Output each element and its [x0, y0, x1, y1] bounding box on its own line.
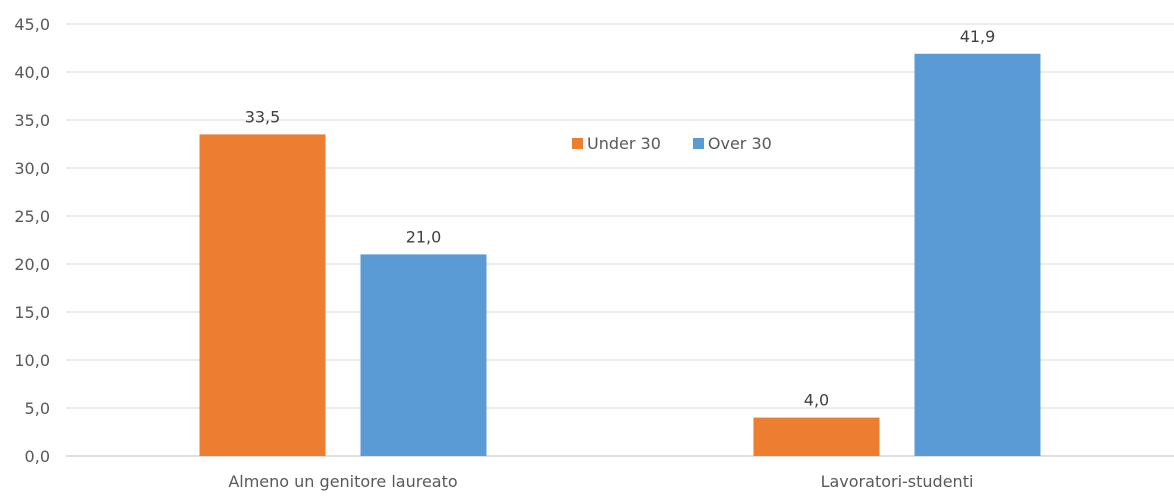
y-tick-label: 10,0 — [14, 351, 50, 370]
data-label: 41,9 — [960, 27, 996, 46]
bar-over-30 — [360, 254, 487, 456]
x-category-label: Almeno un genitore laureato — [228, 472, 457, 491]
chart-legend: Under 30 Over 30 — [572, 134, 772, 153]
legend-label-under-30: Under 30 — [587, 134, 661, 153]
data-label: 4,0 — [804, 391, 829, 410]
y-tick-label: 40,0 — [14, 63, 50, 82]
bars — [199, 53, 1041, 456]
y-tick-label: 25,0 — [14, 207, 50, 226]
legend-swatch-over-30 — [692, 138, 704, 149]
y-tick-label: 30,0 — [14, 159, 50, 178]
bar-over-30 — [914, 53, 1041, 456]
y-tick-label: 35,0 — [14, 111, 50, 130]
legend-item-under-30: Under 30 — [572, 134, 661, 153]
y-tick-label: 15,0 — [14, 303, 50, 322]
x-category-label: Lavoratori-studenti — [821, 472, 974, 491]
data-label: 21,0 — [406, 227, 442, 246]
x-axis-categories: Almeno un genitore laureato Lavoratori-st… — [228, 472, 973, 491]
y-tick-label: 5,0 — [25, 399, 50, 418]
y-tick-label: 45,0 — [14, 15, 50, 34]
data-labels: 33,5 21,0 4,0 41,9 — [245, 27, 996, 410]
bar-under-30 — [753, 417, 880, 456]
y-tick-label: 20,0 — [14, 255, 50, 274]
data-label: 33,5 — [245, 107, 281, 126]
bar-under-30 — [199, 134, 326, 456]
y-axis-ticks: 0,0 5,0 10,0 15,0 20,0 25,0 30,0 35,0 40,0 45,0 — [14, 15, 50, 466]
legend-item-over-30: Over 30 — [692, 134, 772, 153]
legend-label-over-30: Over 30 — [707, 134, 772, 153]
y-tick-label: 0,0 — [25, 447, 50, 466]
legend-swatch-under-30 — [572, 138, 583, 149]
